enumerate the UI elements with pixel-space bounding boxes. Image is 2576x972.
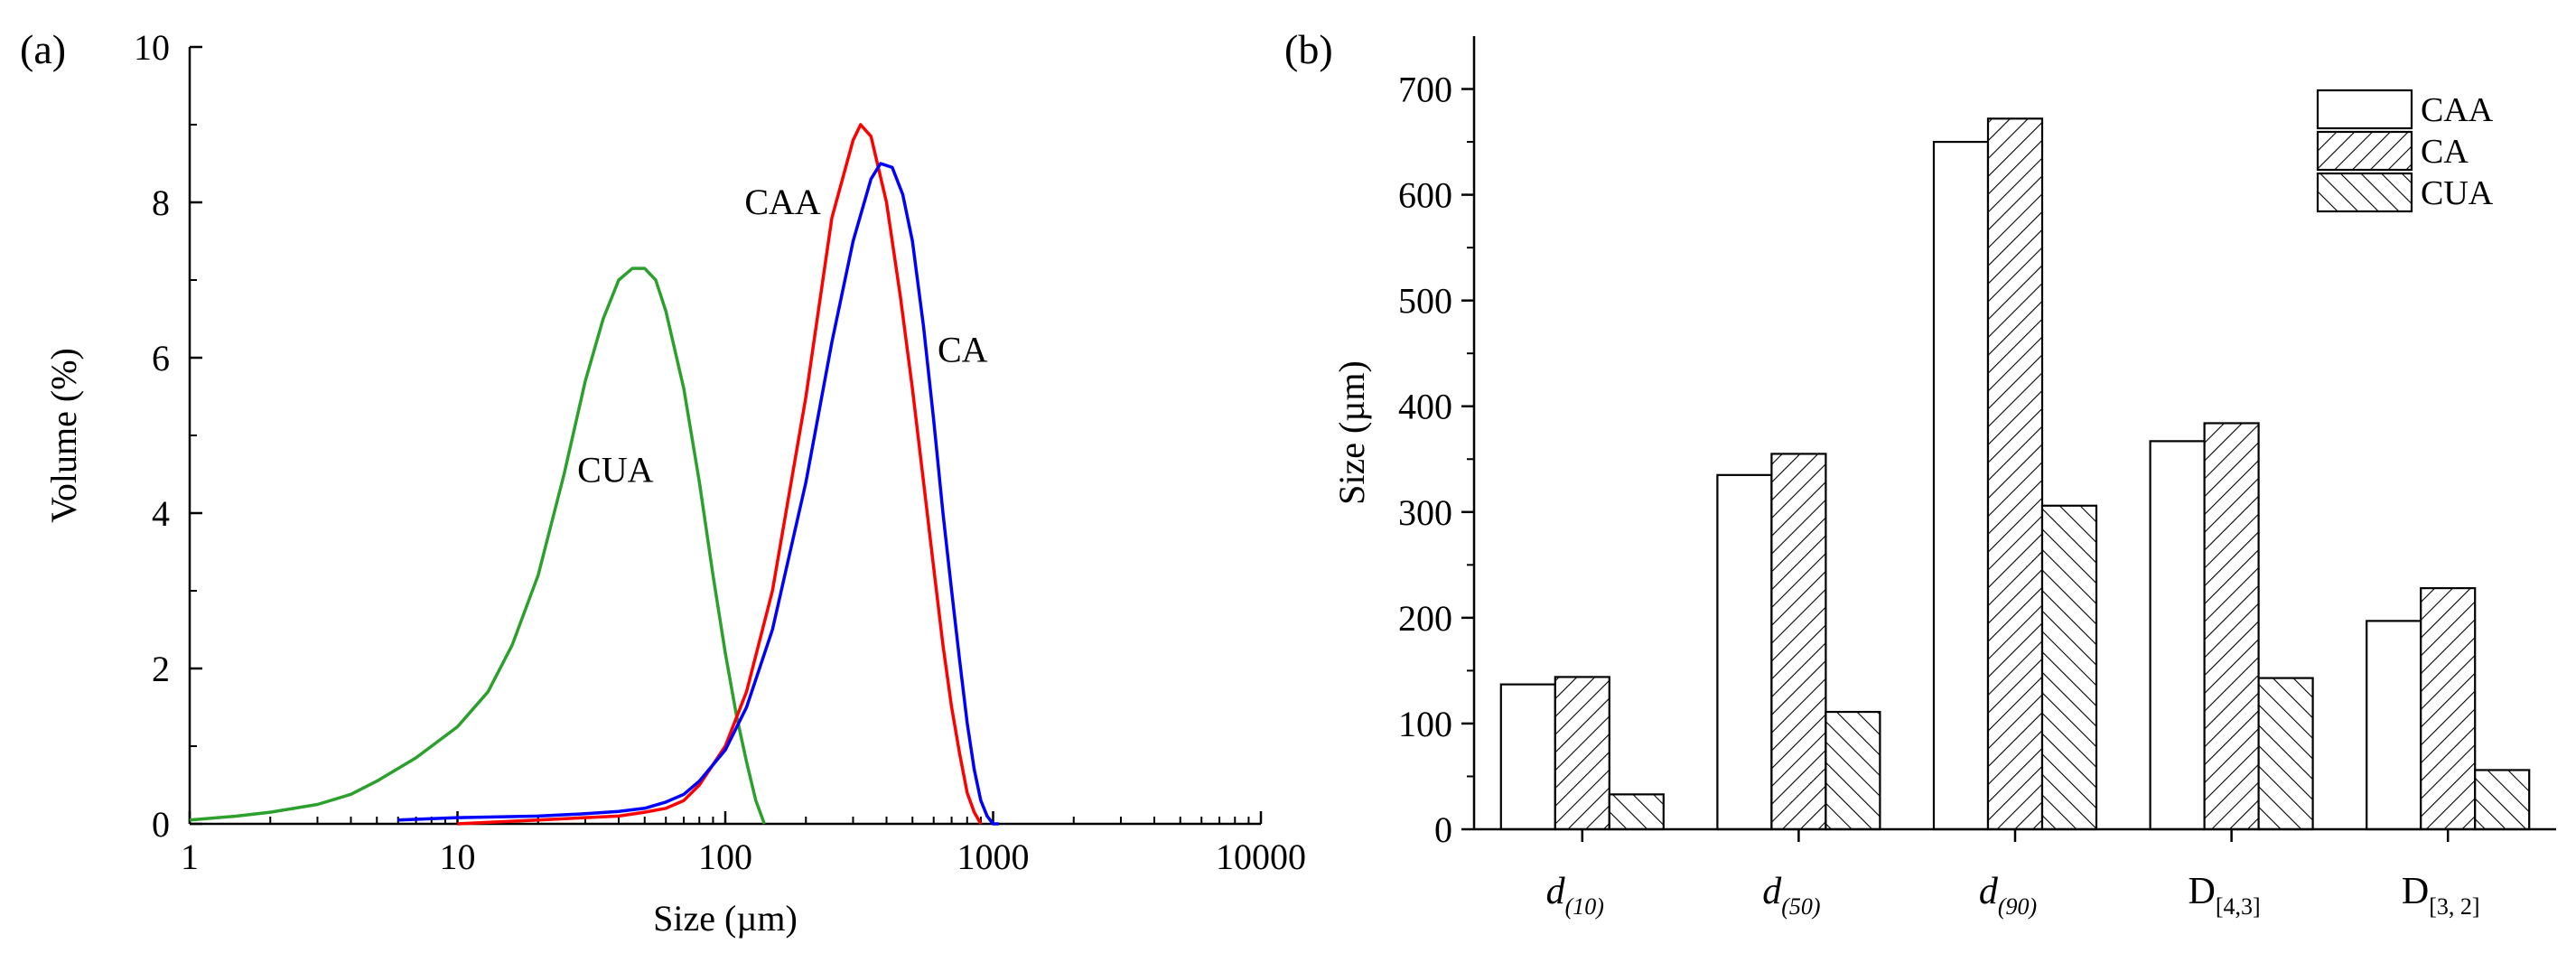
- legend-label-ca: CA: [2421, 133, 2469, 171]
- bar-ca: [1986, 117, 2044, 831]
- legend-label-cua: CUA: [2421, 174, 2494, 212]
- panel-b: (b) d(10) d(50) d(90) D[4,3] D[3, 2] 0 100 200 3…: [1284, 26, 2556, 920]
- panel-b-axes: d(10) d(50) d(90) D[4,3] D[3, 2] 0 100 200 300 40…: [1398, 36, 2556, 920]
- bar-cua: [1608, 793, 1665, 831]
- bar-caa: [1716, 473, 1773, 831]
- panel-b-y-tick-label: 700: [1398, 70, 1452, 110]
- panel-a: (a) 1 10 100 1000 10000 0 2 4 6 8 10 CUA CAA CA Size…: [20, 26, 1306, 939]
- bar-ca: [1554, 676, 1610, 831]
- panel-b-category-label: d(50): [1762, 871, 1820, 920]
- panel-a-y-tick-label: 0: [152, 804, 170, 845]
- panel-b-category-label: D[4,3]: [2189, 871, 2261, 920]
- bar-caa: [2366, 620, 2422, 831]
- legend-swatch-ca: [2316, 130, 2413, 172]
- bar-caa: [1499, 683, 1556, 831]
- panel-b-category-label: d(10): [1546, 871, 1604, 920]
- panel-b-category-label: d(90): [1979, 871, 2037, 920]
- curve-label-cua: CUA: [577, 450, 654, 491]
- bar-ca: [2203, 422, 2260, 831]
- panel-a-y-tick-label: 2: [152, 649, 170, 689]
- panel-a-x-tick-label: 10: [440, 836, 476, 877]
- panel-a-y-tick-label: 10: [134, 27, 170, 68]
- panel-b-y-tick-label: 400: [1398, 387, 1452, 427]
- bar-cua: [1825, 710, 1881, 831]
- panel-b-label: (b): [1284, 26, 1333, 72]
- curve-label-ca: CA: [938, 329, 988, 369]
- panel-a-x-axis-title: Size (µm): [653, 898, 798, 939]
- curve-label-caa: CAA: [744, 182, 821, 222]
- panel-a-axes: 1 10 100 1000 10000 0 2 4 6 8 10: [134, 27, 1306, 877]
- panel-a-y-tick-label: 8: [152, 182, 170, 223]
- panel-b-y-tick-label: 100: [1398, 704, 1452, 744]
- bar-caa: [1932, 140, 1990, 831]
- panel-a-x-tick-label: 1: [181, 836, 199, 877]
- panel-b-y-tick-label: 300: [1398, 492, 1452, 533]
- panel-b-y-tick-label: 0: [1434, 809, 1452, 850]
- panel-a-y-tick-label: 6: [152, 338, 170, 379]
- panel-b-y-axis-title: Size (µm): [1331, 360, 1372, 505]
- legend-swatch-cua: [2316, 172, 2413, 213]
- panel-a-y-tick-label: 4: [152, 493, 170, 534]
- panel-a-x-tick-label: 100: [698, 836, 752, 877]
- panel-a-x-tick-label: 1000: [957, 836, 1030, 877]
- panel-b-y-tick-label: 500: [1398, 281, 1452, 322]
- panel-a-curves: [189, 123, 999, 826]
- series-line-cua: [189, 266, 766, 825]
- bar-caa: [2149, 440, 2206, 831]
- panel-a-label: (a): [20, 26, 66, 72]
- bar-ca: [1770, 453, 1827, 831]
- legend-label-caa: CAA: [2421, 91, 2494, 129]
- series-line-ca: [397, 162, 999, 826]
- panel-a-annotations: CUA CAA CA: [577, 182, 988, 491]
- panel-b-y-tick-label: 200: [1398, 598, 1452, 639]
- series-line-caa: [457, 123, 983, 826]
- panel-a-x-tick-label: 10000: [1216, 836, 1306, 877]
- bar-cua: [2257, 677, 2314, 831]
- panel-b-y-tick-label: 600: [1398, 175, 1452, 216]
- panel-b-bars: [1499, 117, 2531, 831]
- legend-swatch-caa: [2316, 89, 2413, 130]
- panel-a-y-axis-title: Volume (%): [43, 348, 84, 523]
- panel-b-category-label: D[3, 2]: [2402, 871, 2480, 920]
- bar-cua: [2040, 504, 2098, 831]
- bar-cua: [2474, 769, 2531, 831]
- bar-ca: [2420, 586, 2477, 831]
